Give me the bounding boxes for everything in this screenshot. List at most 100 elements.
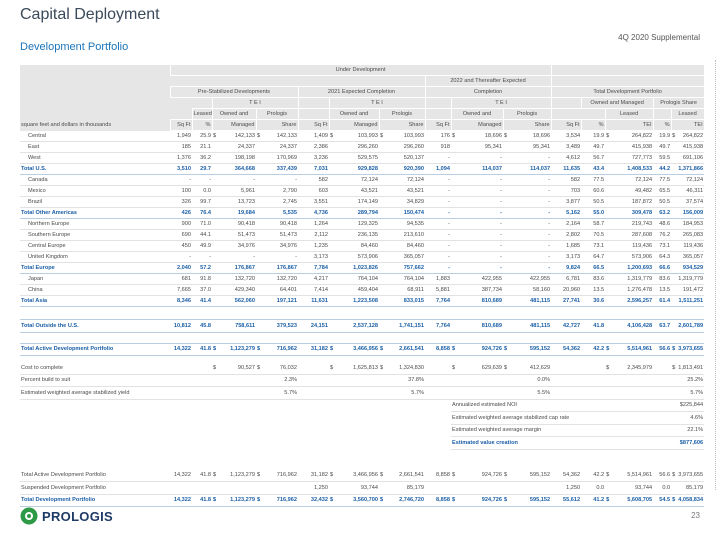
cell (425, 362, 451, 375)
cell: $924,726 (451, 342, 503, 356)
cell: 0.0 (581, 481, 606, 495)
cell: 44.2 (653, 163, 672, 175)
spacer (20, 307, 704, 320)
cell: - (425, 262, 451, 274)
row-label: Total Development Portfolio (20, 493, 170, 507)
total-row: Total Asia 8,346 41.4 562,060 197,121 11,631 1… (20, 295, 705, 307)
currency: $ (380, 346, 384, 353)
cell: 19.9 (653, 130, 672, 142)
cell: 309,478 (605, 207, 654, 219)
data-row: Central Europe 450 49.9 34,976 34,976 1,235 84… (20, 240, 705, 252)
cell: - (503, 240, 552, 252)
cell: 77.5 (581, 174, 606, 186)
amount: 142,133 (276, 133, 297, 139)
data-row: East 185 21.1 24,337 24,337 2,386 296,260 296,2… (20, 141, 705, 153)
header-cell: Owned and (450, 108, 504, 120)
cell (581, 362, 606, 375)
header-blank (550, 108, 606, 120)
currency: $ (257, 497, 261, 504)
cell: $595,152 (503, 342, 552, 356)
cell: - (256, 251, 298, 263)
cell: 31,182 (298, 342, 329, 356)
valuation-label: Estimated weighted average stabilized ca… (451, 411, 672, 425)
cell: 7,784 (298, 262, 329, 274)
cell (170, 374, 192, 387)
cell: 34,976 (256, 240, 298, 252)
cell (605, 374, 654, 387)
cell: $595,152 (503, 493, 552, 507)
cell: 150,474 (379, 207, 425, 219)
amount: 90,527 (237, 364, 255, 371)
cell: 562,060 (212, 295, 256, 307)
cell: 55.0 (581, 207, 606, 219)
cell: 14,322 (170, 493, 192, 507)
header-row: Pre-Stabilized Developments 2021 Expected… (20, 86, 705, 98)
cell: 810,689 (451, 295, 503, 307)
money: $5,608,705 (606, 497, 652, 503)
money: $2,661,541 (380, 472, 424, 478)
header-blank (550, 75, 705, 87)
cell: 41.8 (192, 469, 212, 482)
cell: $2,345,979 (605, 362, 654, 375)
currency: $ (452, 346, 456, 353)
header-cell: Owned and (328, 108, 380, 120)
cell (425, 481, 451, 495)
cell (551, 362, 582, 375)
page-number: 23 (691, 511, 700, 520)
header-cell: TEI (670, 119, 705, 131)
cell: 198,198 (212, 152, 256, 164)
amount: 629,639 (481, 364, 502, 371)
cell: 45.8 (192, 319, 212, 333)
cell: 84,460 (379, 240, 425, 252)
cell: 72,124 (329, 174, 379, 186)
cell: 90,418 (212, 218, 256, 230)
cell: 114,037 (503, 163, 552, 175)
cell: 19,684 (212, 207, 256, 219)
cell: 3,173 (551, 251, 582, 263)
cell: $103,993 (329, 130, 379, 142)
spacer-cell (20, 449, 704, 470)
cell: 1,376 (170, 152, 192, 164)
cell: - (192, 174, 212, 186)
cell: 415,938 (671, 141, 705, 153)
cell: 70.5 (581, 229, 606, 241)
money: $264,822 (672, 133, 703, 139)
cell: - (451, 218, 503, 230)
cell: 58,160 (503, 284, 552, 296)
currency: $ (452, 472, 456, 479)
header-cell: % (652, 119, 672, 131)
cell: 119,436 (671, 240, 705, 252)
cell: $1,324,830 (379, 362, 425, 375)
cell: 929,828 (329, 163, 379, 175)
cell: 7,031 (298, 163, 329, 175)
cell (192, 481, 212, 495)
cell: 37.8% (379, 374, 425, 387)
cell: 91.8 (192, 273, 212, 285)
header-cell: Managed (211, 119, 257, 131)
money: $1,123,279 (213, 497, 255, 503)
cell: $142,133 (212, 130, 256, 142)
header-cell: Completion (424, 86, 552, 98)
row-label: West (20, 152, 170, 164)
header-cell: square feet and dollars in thousands (20, 119, 170, 131)
cell: 176,867 (212, 262, 256, 274)
cell: - (212, 174, 256, 186)
header-blank (550, 97, 582, 109)
header-blank (297, 108, 330, 120)
cell: $4,058,834 (671, 493, 705, 507)
money: $3,466,956 (330, 346, 378, 352)
currency: $ (257, 472, 261, 479)
cell: 2,386 (298, 141, 329, 153)
cell: 2,601,789 (671, 319, 705, 333)
header-row: square feet and dollars in thousands Sq F… (20, 119, 705, 131)
cell: 197,121 (256, 295, 298, 307)
row-label: Southern Europe (20, 229, 170, 241)
header-blank (20, 75, 425, 87)
header-cell: Owned and (211, 108, 257, 120)
total-row: Total Europe 2,040 57.2 176,867 176,867 7,784… (20, 262, 705, 274)
cell (329, 374, 379, 387)
row-label: Central (20, 130, 170, 142)
cell: 426 (170, 207, 192, 219)
cell: - (503, 196, 552, 208)
amount: 595,152 (529, 472, 551, 479)
